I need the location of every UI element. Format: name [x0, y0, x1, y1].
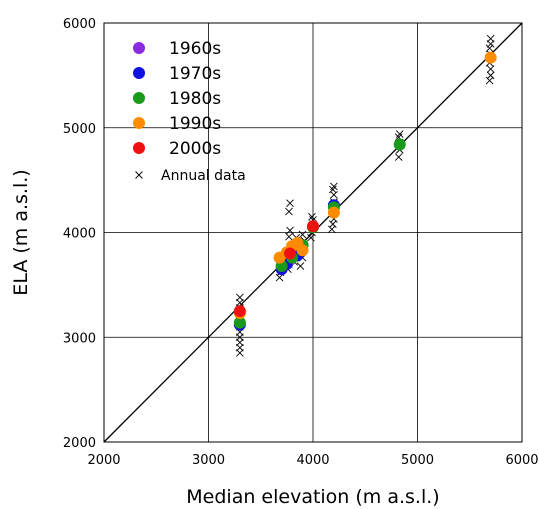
annual-data-point [308, 212, 316, 221]
x-tick-label: 3000 [192, 453, 225, 468]
y-tick-label: 5000 [63, 122, 96, 137]
annual-data-point [286, 199, 294, 207]
plot-frame [103, 22, 523, 443]
annual-data-point [330, 190, 338, 199]
x-axis-title: Median elevation (m a.s.l.) [186, 486, 439, 508]
annual-data-point [285, 207, 293, 216]
annual-data-point [286, 226, 294, 235]
annual-data-point [236, 293, 244, 302]
legend-item-1970s: 1970s [133, 64, 221, 84]
legend-label-2000s: 2000s [169, 139, 221, 159]
decade-points-layer [233, 51, 497, 331]
2000s-point [307, 220, 319, 233]
1980s-point [393, 138, 406, 151]
annual-data-point [486, 71, 495, 80]
y-tick-label: 6000 [63, 17, 96, 32]
legend-label-1960s: 1960s [169, 39, 221, 59]
annual-data-point [486, 34, 495, 43]
x-tick-label: 6000 [505, 453, 538, 468]
legend-item-1980s: 1980s [133, 89, 221, 109]
1990s-point [484, 51, 497, 64]
x-tick-label: 2000 [87, 453, 120, 468]
annual-data-point [285, 232, 293, 241]
annual-data-layer [236, 34, 495, 357]
legend-marker-2000s [133, 142, 145, 154]
legend-label-1980s: 1980s [169, 89, 221, 109]
2000s-point [284, 247, 297, 260]
annual-data-point [298, 230, 307, 239]
tick-label-layer: 2000 3000 4000 5000 6000 2000 3000 4000 5000 6000 [63, 17, 539, 468]
annual-data-point [395, 130, 404, 138]
legend-marker-1960s [133, 42, 145, 54]
x-tick-label: 5000 [401, 453, 434, 468]
y-tick-label: 2000 [63, 436, 96, 451]
annual-data-point [327, 225, 336, 234]
legend-marker-1980s [133, 92, 145, 104]
legend-marker-annual-data [135, 171, 143, 179]
legend-item-1990s: 1990s [133, 114, 221, 134]
annual-data-point [485, 76, 494, 85]
annual-data-point [329, 220, 337, 228]
legend-marker-1990s [133, 117, 145, 129]
2000s-point [233, 305, 246, 318]
legend-marker-1970s [133, 67, 145, 79]
annual-data-point [296, 262, 305, 270]
legend-item-2000s: 2000s [133, 139, 221, 159]
1990s-point [327, 206, 340, 219]
legend: 1960s 1970s 1980s 1990s 2000s Annual data [133, 39, 246, 184]
y-axis-title: ELA (m a.s.l.) [10, 169, 32, 295]
x-tick-label: 4000 [296, 453, 329, 468]
annual-data-point [394, 153, 403, 161]
legend-item-annual-data: Annual data [135, 168, 246, 184]
1990s-point [296, 244, 309, 257]
legend-label-1970s: 1970s [169, 64, 221, 84]
y-tick-label: 3000 [63, 331, 96, 346]
annual-data-point [486, 65, 495, 73]
legend-item-1960s: 1960s [133, 39, 221, 59]
annual-data-point [330, 182, 338, 191]
legend-label-1990s: 1990s [169, 114, 221, 134]
legend-label-annual-data: Annual data [161, 168, 246, 184]
y-tick-label: 4000 [63, 227, 96, 242]
1980s-point [233, 316, 246, 329]
